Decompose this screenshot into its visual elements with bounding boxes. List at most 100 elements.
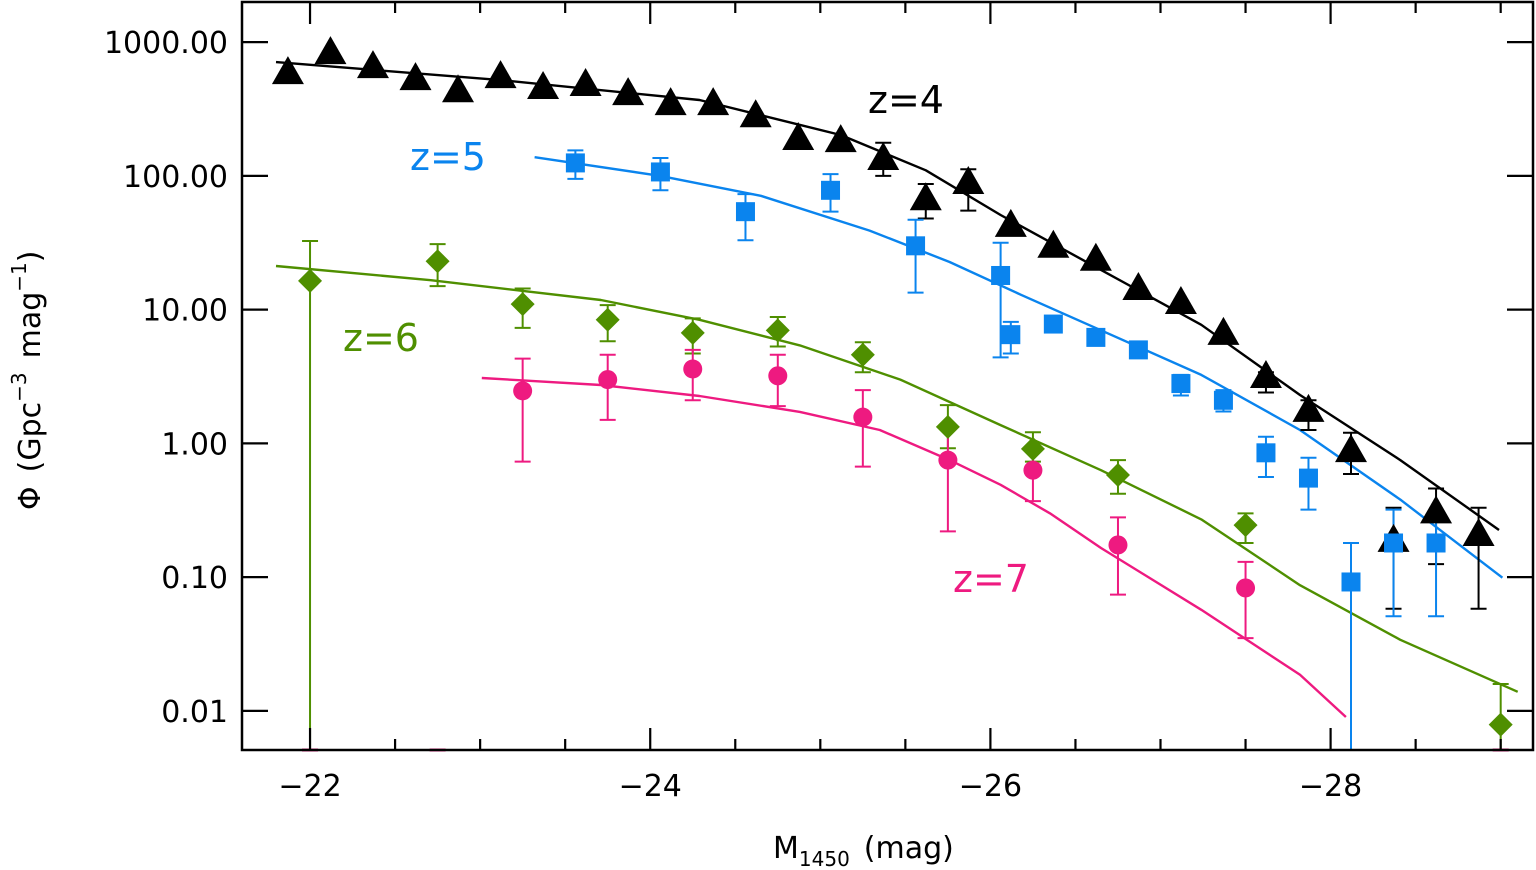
data-point-z4 <box>1462 518 1495 547</box>
data-point-z6 <box>935 414 960 439</box>
fit-curve-z7 <box>481 376 1347 718</box>
data-point-z4 <box>1292 393 1325 422</box>
data-point-z4 <box>1249 359 1282 388</box>
data-point-z4 <box>1420 495 1453 524</box>
data-point-z5 <box>991 265 1011 285</box>
data-point-z5 <box>1086 327 1106 347</box>
data-point-z4 <box>314 36 347 65</box>
data-point-z4 <box>739 99 772 128</box>
data-point-z4 <box>867 142 900 171</box>
data-point-z4 <box>909 182 942 211</box>
y-tick-label: 0.01 <box>161 695 228 730</box>
data-markers <box>271 36 1513 737</box>
data-point-z5 <box>1256 443 1276 463</box>
data-point-z5 <box>735 202 755 222</box>
data-point-z5 <box>821 180 841 200</box>
x-tick-label: −26 <box>959 769 1022 804</box>
data-point-z5 <box>1001 325 1021 345</box>
y-tick-label: 1.00 <box>161 427 228 462</box>
series-label-z4: z=4 <box>868 78 944 122</box>
data-point-z6 <box>425 249 450 274</box>
data-point-z6 <box>595 307 620 332</box>
y-axis-title: Φ (Gpc−3 mag−1) <box>7 251 48 510</box>
data-point-z7 <box>513 381 533 401</box>
data-point-z7 <box>598 370 618 390</box>
data-point-z4 <box>1207 316 1240 345</box>
data-point-z5 <box>1043 314 1063 334</box>
data-point-z4 <box>399 62 432 91</box>
y-axis-title-exp2: −1 <box>7 262 31 291</box>
data-point-z4 <box>697 87 730 116</box>
fit-curve-z6 <box>275 264 1519 693</box>
y-axis-title-close: ) <box>13 251 48 263</box>
data-point-z7 <box>1023 460 1043 480</box>
fit-curve-z4 <box>275 60 1500 531</box>
data-point-z5 <box>1213 390 1233 410</box>
data-point-z4 <box>1335 434 1368 463</box>
data-point-z4 <box>654 87 687 116</box>
x-axis-title-sub: 1450 <box>799 847 850 870</box>
data-point-z4 <box>1164 286 1197 315</box>
data-point-z4 <box>356 50 389 79</box>
data-point-z7 <box>1236 578 1256 598</box>
data-point-z6 <box>850 342 875 367</box>
y-axis-title-exp1: −3 <box>7 372 31 401</box>
data-point-z6 <box>680 320 705 345</box>
data-point-z6 <box>1020 436 1045 461</box>
x-axis-title-unit: (mag) <box>864 831 954 866</box>
y-tick-label: 1000.00 <box>104 26 228 61</box>
y-tick-label: 0.10 <box>161 561 228 596</box>
x-axis-title-main: M <box>773 831 799 866</box>
data-point-z4 <box>527 70 560 99</box>
data-point-z7 <box>853 407 873 427</box>
x-tick-label: −22 <box>278 769 341 804</box>
data-point-z7 <box>768 366 788 386</box>
data-point-z5 <box>1341 572 1361 592</box>
data-point-z5 <box>906 236 926 256</box>
data-point-z4 <box>569 68 602 97</box>
data-point-z4 <box>1079 242 1112 271</box>
data-point-z4 <box>994 208 1027 237</box>
y-tick-label: 100.00 <box>123 160 228 195</box>
y-axis-title-symbol: Φ <box>13 486 48 510</box>
data-point-z5 <box>1384 533 1404 553</box>
x-axis-title: M1450 (mag) <box>773 831 954 870</box>
series-label-z5: z=5 <box>410 135 486 179</box>
plot-frame <box>240 0 1535 752</box>
data-point-z4 <box>824 124 857 153</box>
axis-ticks <box>242 2 1533 750</box>
data-point-z4 <box>484 60 517 89</box>
data-point-z5 <box>565 153 585 173</box>
x-tick-label: −28 <box>1299 769 1362 804</box>
y-tick-label: 10.00 <box>142 294 228 329</box>
fit-curve-z5 <box>534 156 1504 579</box>
tick-labels: −22 −24 −26 −28 0.01 0.10 1.00 10.00 100.00 1000.… <box>104 26 1362 804</box>
data-point-z6 <box>1488 712 1513 737</box>
data-point-z4 <box>1122 272 1155 301</box>
data-point-z6 <box>298 268 323 293</box>
data-point-z5 <box>1171 374 1191 394</box>
series-label-z7: z=7 <box>953 557 1029 601</box>
data-point-z4 <box>612 77 645 106</box>
x-tick-label: −24 <box>619 769 682 804</box>
data-point-z6 <box>510 292 535 317</box>
data-point-z4 <box>1037 229 1070 258</box>
data-point-z6 <box>1233 513 1258 538</box>
y-axis-title-mid: mag <box>13 292 48 359</box>
series-label-z6: z=6 <box>343 316 419 360</box>
y-axis-title-open: (Gpc <box>13 402 48 473</box>
error-bars <box>302 141 1509 752</box>
data-point-z5 <box>650 162 670 182</box>
data-point-z4 <box>442 74 475 103</box>
data-point-z4 <box>271 56 304 85</box>
data-point-z7 <box>938 450 958 470</box>
data-point-z6 <box>765 318 790 343</box>
data-point-z5 <box>1298 468 1318 488</box>
data-point-z4 <box>782 121 815 150</box>
data-point-z7 <box>683 359 703 379</box>
data-point-z6 <box>1105 463 1130 488</box>
data-point-z7 <box>1108 535 1128 555</box>
data-point-z5 <box>1426 533 1446 553</box>
data-point-z5 <box>1128 340 1148 360</box>
